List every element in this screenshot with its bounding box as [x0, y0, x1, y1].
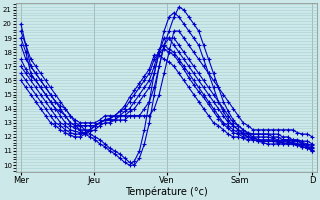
X-axis label: Température (°c): Température (°c) [125, 187, 208, 197]
